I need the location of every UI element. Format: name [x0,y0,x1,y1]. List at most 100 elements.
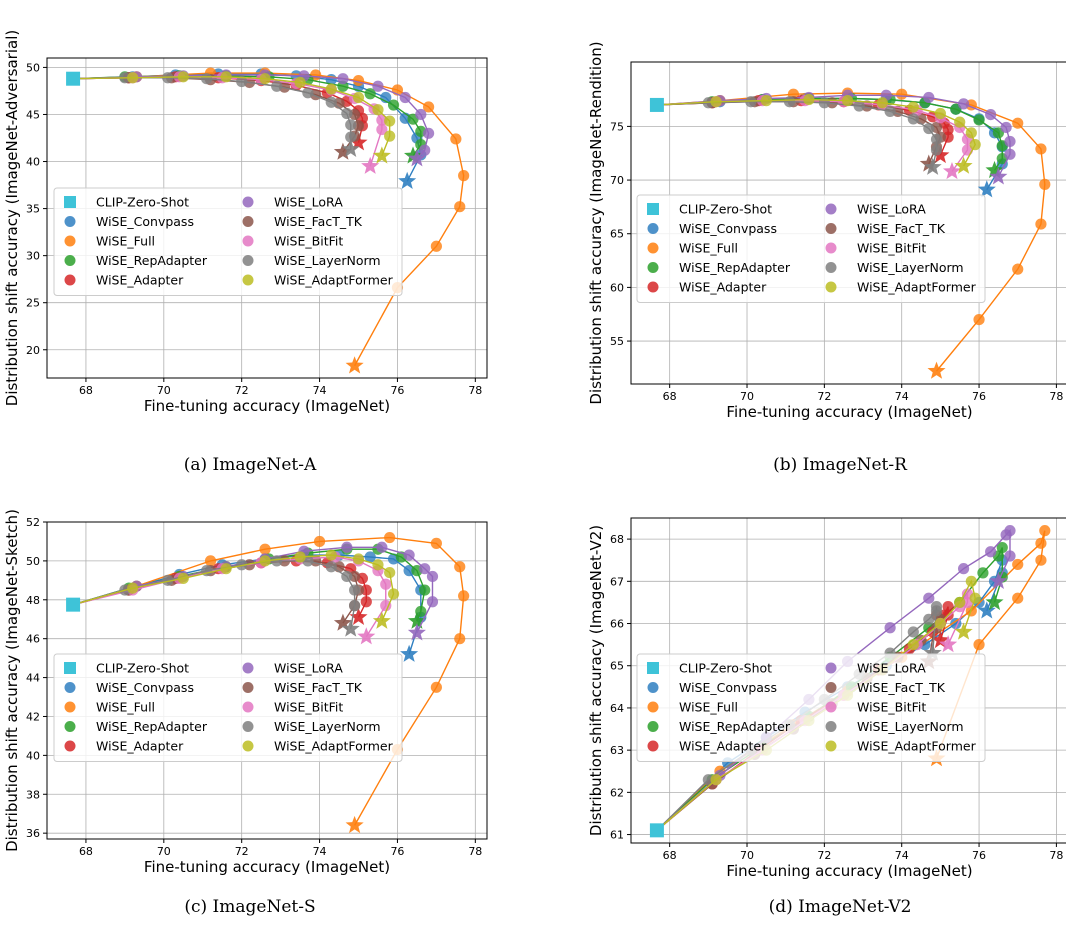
legend-label-WiSE_LayerNorm: WiSE_LayerNorm [274,253,381,268]
legend-marker-circle [64,721,76,732]
y-tick-label: 67 [610,575,624,588]
legend-marker-circle [242,196,254,208]
legend-marker-circle [242,701,254,713]
y-tick-label: 50 [26,555,40,568]
data-point [818,97,830,109]
endpoint-star-marker [977,180,996,198]
chart-svg-d: 68 70 72 74 76 78 61 62 63 64 65 66 67 68 Fine-tuning … [587,517,1066,880]
x-tick-label: 72 [235,845,249,858]
data-point [454,633,466,645]
legend-marker-circle [825,203,837,215]
endpoint-star-marker [333,142,352,160]
y-tick-label: 36 [26,827,40,840]
data-point [803,93,815,106]
legend-label-WiSE_Full: WiSE_Full [679,241,738,256]
chart-panel-imagenet-v2: 68 70 72 74 76 78 61 62 63 64 65 66 67 68 Fine-tuning … [533,482,1066,902]
x-tick-label: 74 [895,849,909,862]
data-point [907,639,919,651]
y-tick-label: 45 [26,108,40,121]
data-point [337,73,349,85]
y-tick-label: 50 [26,61,40,74]
data-point [985,108,997,121]
data-point [349,600,361,612]
legend-label-WiSE_LayerNorm: WiSE_LayerNorm [857,719,964,734]
data-point [162,574,174,586]
caption-imagenet-s: (c) ImageNet-S [184,897,316,917]
data-point [977,567,989,579]
x-tick-label: 70 [740,390,754,403]
legend-label-CLIP-Zero-Shot: CLIP-Zero-Shot [96,661,189,676]
data-point [934,617,946,630]
endpoint-star-marker [345,815,364,834]
y-tick-label: 61 [610,829,624,842]
legend-marker-circle [242,682,254,693]
legend-marker-circle [647,701,659,713]
chart-panel-imagenet-s: 68 70 72 74 76 78 36 38 40 42 44 46 48 50 52 Fine-tunin… [0,482,533,902]
data-point [1004,525,1016,537]
endpoint-star-marker [939,635,958,653]
legend-box [636,194,986,303]
data-point [325,561,337,573]
data-point [853,100,865,112]
legend-marker-square [64,196,76,208]
data-point [942,131,954,143]
legend-label-WiSE_Adapter: WiSE_Adapter [679,739,767,754]
data-point [969,139,981,151]
x-tick-label: 68 [79,845,93,858]
axes-frame [46,521,488,840]
x-tick-label: 72 [817,849,831,862]
x-tick-label: 78 [468,384,482,397]
legend-label-WiSE_FacT_TK: WiSE_FacT_TK [857,680,946,695]
data-point [450,133,462,145]
legend-marker-circle [242,235,254,247]
legend-label-WiSE_BitFit: WiSE_BitFit [857,241,926,256]
legend-label-WiSE_RepAdapter: WiSE_RepAdapter [679,719,791,734]
endpoint-star-marker [407,149,426,167]
legend-label-WiSE_FacT_TK: WiSE_FacT_TK [274,680,363,695]
data-point [380,578,392,590]
y-tick-label: 30 [26,250,40,263]
legend-marker-circle [825,662,837,674]
legend-marker-circle [242,274,254,286]
data-point [201,73,213,85]
legend-label-CLIP-Zero-Shot: CLIP-Zero-Shot [679,661,772,676]
legend-label-CLIP-Zero-Shot: CLIP-Zero-Shot [96,195,189,210]
legend-marker-circle [825,262,837,273]
data-point [760,95,772,107]
data-point [1039,178,1051,190]
data-point [236,559,248,571]
legend-label-WiSE_FacT_TK: WiSE_FacT_TK [857,221,946,236]
data-point [384,130,396,142]
legend-marker-circle [242,662,254,674]
y-tick-label: 60 [610,281,624,294]
endpoint-star-marker [372,611,391,629]
data-point [426,596,439,608]
data-point [349,570,361,583]
data-point [973,314,985,326]
x-tick-label: 78 [468,845,482,858]
y-axis-label: Distribution shift accuracy (ImageNet-Re… [587,41,605,404]
legend-marker-circle [825,242,837,254]
y-tick-label: 40 [26,749,40,762]
x-tick-label: 76 [972,849,986,862]
endpoint-star-marker [977,601,996,619]
data-point [1004,550,1016,562]
legend-marker-circle [64,216,76,227]
data-point [259,73,271,85]
endpoint-star-marker [954,156,973,174]
x-tick-label: 70 [740,849,754,862]
data-point [923,91,935,104]
legend-label-WiSE_Adapter: WiSE_Adapter [96,273,184,288]
data-point [372,559,384,571]
endpoint-star-marker [931,145,950,164]
data-point [1035,143,1047,155]
endpoint-star-marker [927,361,946,379]
endpoint-star-marker [398,171,417,189]
x-tick-label: 72 [817,390,831,403]
data-point [957,98,970,110]
legend-label-CLIP-Zero-Shot: CLIP-Zero-Shot [679,202,772,217]
data-point [876,97,888,109]
legend-marker-circle [825,223,837,234]
series-WiSE_FacT_TK [73,72,365,160]
data-point [1035,554,1047,566]
